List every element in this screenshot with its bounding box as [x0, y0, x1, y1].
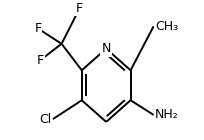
- Text: CH₃: CH₃: [155, 20, 178, 33]
- Text: F: F: [34, 22, 41, 35]
- Text: NH₂: NH₂: [154, 108, 178, 121]
- Text: F: F: [76, 2, 83, 15]
- Text: Cl: Cl: [39, 113, 52, 126]
- Text: N: N: [102, 42, 111, 55]
- Text: F: F: [36, 54, 43, 67]
